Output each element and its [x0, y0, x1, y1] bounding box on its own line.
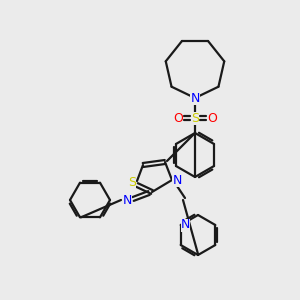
Text: O: O	[173, 112, 183, 124]
Text: S: S	[191, 112, 199, 124]
Text: N: N	[122, 194, 132, 206]
Text: S: S	[128, 176, 136, 190]
Text: N: N	[181, 218, 190, 232]
Text: O: O	[207, 112, 217, 124]
Text: N: N	[172, 173, 182, 187]
Text: N: N	[190, 92, 200, 104]
